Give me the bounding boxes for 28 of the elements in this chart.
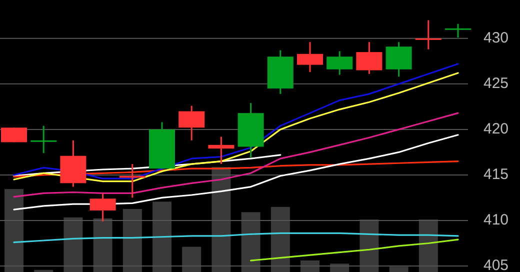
bar <box>241 212 260 272</box>
bar <box>64 217 83 272</box>
y-tick-label: 410 <box>483 211 509 228</box>
bar <box>182 246 202 272</box>
y-tick-label: 405 <box>483 256 509 272</box>
bar <box>389 266 408 272</box>
line-series <box>13 112 459 198</box>
candlestick <box>30 125 57 154</box>
y-tick-label: 430 <box>483 29 509 46</box>
bar <box>300 260 320 272</box>
bar <box>360 220 379 272</box>
bar <box>122 209 142 272</box>
line-series <box>250 238 459 262</box>
candlestick <box>208 136 234 165</box>
bar <box>4 189 24 272</box>
bar <box>152 202 172 272</box>
y-tick-label: 420 <box>483 120 509 138</box>
y-tick-label: 425 <box>483 74 509 92</box>
candlestick <box>445 23 471 38</box>
bar <box>418 220 438 272</box>
bar <box>270 206 290 272</box>
candlestick <box>415 19 442 50</box>
line-series <box>13 232 459 244</box>
bar <box>212 167 231 272</box>
line-series <box>13 160 459 178</box>
y-tick-label: 415 <box>483 166 509 183</box>
bar <box>93 218 112 272</box>
line-series <box>13 134 459 210</box>
